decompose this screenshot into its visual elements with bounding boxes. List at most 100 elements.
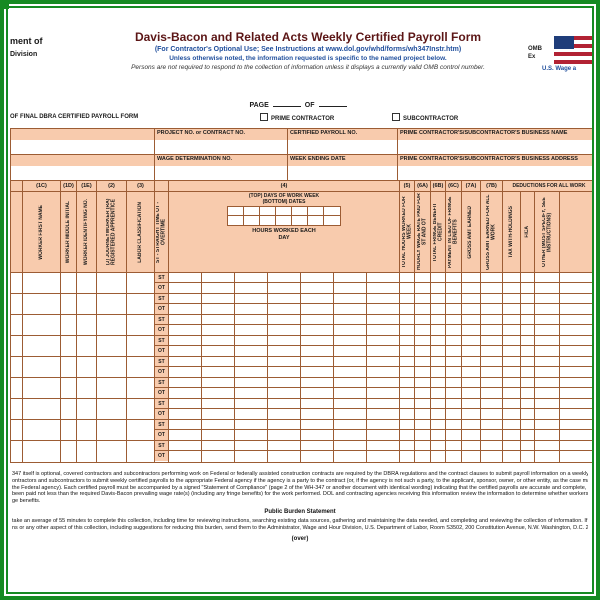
day-hours-cell[interactable] <box>169 336 201 346</box>
prime-contractor-option[interactable]: PRIME CONTRACTOR <box>260 113 334 122</box>
deduction-cell[interactable] <box>535 325 559 335</box>
day-hours-cell[interactable] <box>268 367 300 377</box>
deduction-cell[interactable] <box>521 336 534 346</box>
amount-cell[interactable] <box>415 336 430 346</box>
amount-cell[interactable] <box>446 336 461 346</box>
worker-info-cell[interactable] <box>61 399 77 419</box>
amount-cell[interactable] <box>431 325 445 335</box>
deduction-cell[interactable] <box>535 451 559 461</box>
amount-cell[interactable] <box>400 325 414 335</box>
day-hours-cell[interactable] <box>268 273 300 283</box>
amount-cell[interactable] <box>431 304 445 314</box>
day-hours-cell[interactable] <box>367 378 399 388</box>
day-hours-cell[interactable] <box>334 388 366 398</box>
amount-cell[interactable] <box>481 304 502 314</box>
day-grid-cell[interactable] <box>244 216 260 225</box>
amount-cell[interactable] <box>431 378 445 388</box>
worker-info-cell[interactable] <box>127 399 155 419</box>
day-hours-cell[interactable] <box>268 325 300 335</box>
day-hours-cell[interactable] <box>202 273 234 283</box>
day-hours-cell[interactable] <box>202 283 234 293</box>
worker-info-cell[interactable] <box>127 336 155 356</box>
deduction-cell[interactable] <box>535 367 559 377</box>
amount-cell[interactable] <box>462 430 480 440</box>
deduction-cell[interactable] <box>521 430 534 440</box>
amount-cell[interactable] <box>462 357 480 367</box>
day-hours-cell[interactable] <box>268 315 300 325</box>
amount-cell[interactable] <box>462 409 480 419</box>
worker-info-cell[interactable] <box>23 294 61 314</box>
day-hours-cell[interactable] <box>334 325 366 335</box>
day-grid-cell[interactable] <box>292 216 308 225</box>
amount-cell[interactable] <box>415 430 430 440</box>
deduction-cell[interactable] <box>560 388 592 398</box>
business-name-input[interactable] <box>398 140 592 154</box>
worker-info-cell[interactable] <box>97 378 127 398</box>
amount-cell[interactable] <box>400 451 414 461</box>
amount-cell[interactable] <box>431 441 445 451</box>
deduction-cell[interactable] <box>560 325 592 335</box>
day-hours-cell[interactable] <box>235 409 267 419</box>
day-hours-cell[interactable] <box>334 346 366 356</box>
day-hours-cell[interactable] <box>202 357 234 367</box>
deduction-cell[interactable] <box>521 388 534 398</box>
day-hours-cell[interactable] <box>334 294 366 304</box>
amount-cell[interactable] <box>462 399 480 409</box>
deduction-cell[interactable] <box>521 399 534 409</box>
deduction-cell[interactable] <box>560 430 592 440</box>
deduction-cell[interactable] <box>503 430 520 440</box>
deduction-cell[interactable] <box>503 388 520 398</box>
day-grid-cell[interactable] <box>260 207 276 216</box>
amount-cell[interactable] <box>481 420 502 430</box>
day-grid-cell[interactable] <box>308 216 324 225</box>
worker-info-cell[interactable] <box>61 273 77 293</box>
day-grid-cell[interactable] <box>292 207 308 216</box>
amount-cell[interactable] <box>446 346 461 356</box>
day-hours-cell[interactable] <box>334 451 366 461</box>
subcontractor-checkbox[interactable] <box>392 113 400 121</box>
amount-cell[interactable] <box>431 430 445 440</box>
amount-cell[interactable] <box>446 294 461 304</box>
day-hours-cell[interactable] <box>169 388 201 398</box>
day-hours-cell[interactable] <box>169 325 201 335</box>
amount-cell[interactable] <box>431 346 445 356</box>
amount-cell[interactable] <box>462 273 480 283</box>
day-hours-cell[interactable] <box>301 304 333 314</box>
amount-cell[interactable] <box>400 399 414 409</box>
amount-cell[interactable] <box>431 367 445 377</box>
info-input[interactable] <box>11 166 154 180</box>
amount-cell[interactable] <box>462 451 480 461</box>
amount-cell[interactable] <box>446 304 461 314</box>
day-hours-cell[interactable] <box>235 441 267 451</box>
amount-cell[interactable] <box>431 294 445 304</box>
deduction-cell[interactable] <box>535 388 559 398</box>
amount-cell[interactable] <box>462 283 480 293</box>
info-input[interactable] <box>11 140 154 154</box>
day-hours-cell[interactable] <box>301 273 333 283</box>
day-hours-cell[interactable] <box>169 315 201 325</box>
worker-info-cell[interactable] <box>23 357 61 377</box>
deduction-cell[interactable] <box>560 315 592 325</box>
deduction-cell[interactable] <box>560 399 592 409</box>
amount-cell[interactable] <box>481 451 502 461</box>
amount-cell[interactable] <box>481 336 502 346</box>
amount-cell[interactable] <box>446 367 461 377</box>
week-ending-input[interactable] <box>288 166 397 180</box>
deduction-cell[interactable] <box>535 283 559 293</box>
amount-cell[interactable] <box>415 441 430 451</box>
worker-info-cell[interactable] <box>97 273 127 293</box>
amount-cell[interactable] <box>431 399 445 409</box>
worker-info-cell[interactable] <box>23 441 61 462</box>
worker-info-cell[interactable] <box>127 273 155 293</box>
day-hours-cell[interactable] <box>334 357 366 367</box>
deduction-cell[interactable] <box>521 451 534 461</box>
deduction-cell[interactable] <box>560 420 592 430</box>
amount-cell[interactable] <box>415 283 430 293</box>
day-hours-cell[interactable] <box>202 367 234 377</box>
worker-info-cell[interactable] <box>97 357 127 377</box>
day-hours-cell[interactable] <box>301 336 333 346</box>
day-hours-cell[interactable] <box>367 409 399 419</box>
worker-info-cell[interactable] <box>127 420 155 440</box>
amount-cell[interactable] <box>481 315 502 325</box>
amount-cell[interactable] <box>462 441 480 451</box>
